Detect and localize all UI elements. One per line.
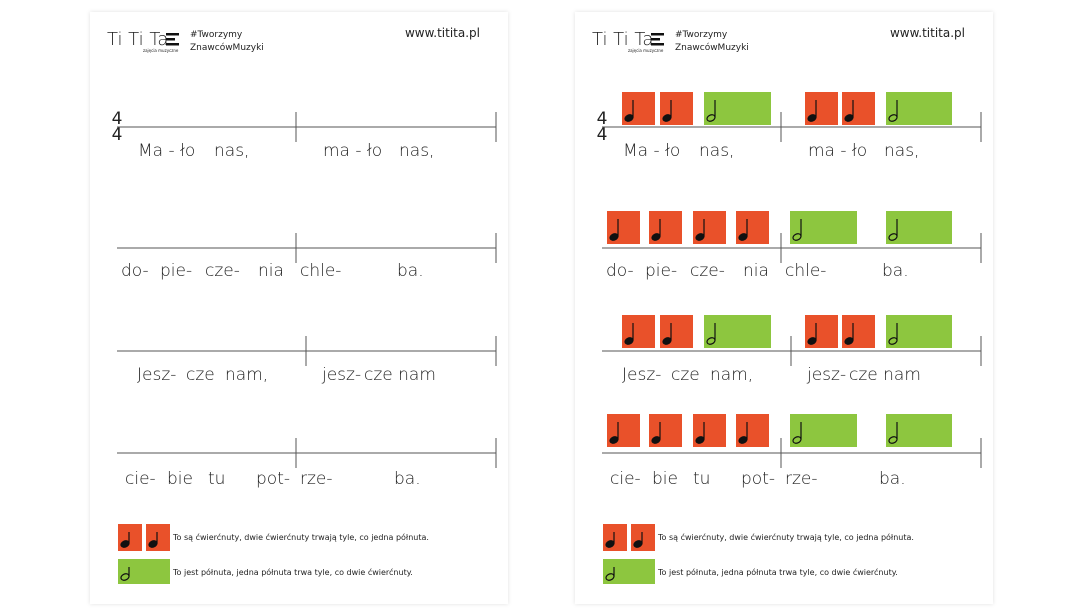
- brand: Ti Ti Ta: [592, 29, 653, 50]
- url: www.titita.pl: [890, 26, 965, 40]
- syllable: do-: [121, 261, 149, 281]
- hashtag: #Tworzymy: [190, 30, 243, 40]
- syllable: ma - ło: [808, 141, 867, 161]
- syllable: Ma - ło: [138, 141, 195, 161]
- syllable: nas,: [699, 141, 734, 161]
- syllable: jesz-: [806, 365, 846, 385]
- syllable: cze: [186, 365, 215, 385]
- url: www.titita.pl: [405, 26, 480, 40]
- syllable: ma - ło: [323, 141, 382, 161]
- syllable: Jesz-: [622, 365, 661, 385]
- syllable: rze-: [300, 469, 333, 489]
- page-card: [90, 12, 508, 604]
- time-sig: 4: [597, 125, 608, 145]
- syllable: pot-: [741, 469, 775, 489]
- syllable: cze nam: [364, 365, 436, 385]
- legend-text: To jest półnuta, jedna półnuta trwa tyle…: [657, 567, 898, 577]
- syllable: do-: [606, 261, 634, 281]
- brand-bar: [166, 33, 179, 36]
- brand-sub: zajęcia muzyczne: [628, 48, 664, 53]
- syllable: ba.: [397, 261, 424, 281]
- brand: Ti Ti Ta: [107, 29, 168, 50]
- brand-bar: [166, 43, 179, 46]
- brand-bar: [651, 33, 664, 36]
- syllable: nas,: [399, 141, 434, 161]
- syllable: tu: [208, 469, 225, 489]
- syllable: cie-: [610, 469, 641, 489]
- syllable: jesz-: [321, 365, 361, 385]
- syllable: ba.: [394, 469, 421, 489]
- legend-text: To są ćwierćnuty, dwie ćwierćnuty trwają…: [172, 532, 429, 542]
- brand-sub: zajęcia muzyczne: [143, 48, 179, 53]
- syllable: Ma - ło: [623, 141, 680, 161]
- syllable: cie-: [125, 469, 156, 489]
- syllable: rze-: [785, 469, 818, 489]
- legend-text: To jest półnuta, jedna półnuta trwa tyle…: [172, 567, 413, 577]
- syllable: bie: [652, 469, 678, 489]
- syllable: pot-: [256, 469, 290, 489]
- brand-bar: [651, 43, 664, 46]
- syllable: Jesz-: [137, 365, 176, 385]
- syllable: chle-: [300, 261, 341, 281]
- legend-text: To są ćwierćnuty, dwie ćwierćnuty trwają…: [657, 532, 914, 542]
- syllable: pie-: [160, 261, 192, 281]
- syllable: cze: [671, 365, 700, 385]
- hashtag: ZnawcówMuzyki: [675, 42, 749, 53]
- hashtag: #Tworzymy: [675, 30, 728, 40]
- syllable: pie-: [645, 261, 677, 281]
- brand-bar: [166, 38, 175, 41]
- syllable: nas,: [884, 141, 919, 161]
- syllable: chle-: [785, 261, 826, 281]
- time-sig: 4: [112, 125, 123, 145]
- syllable: nia: [258, 261, 284, 281]
- syllable: cze nam: [849, 365, 921, 385]
- brand-bar: [651, 38, 660, 41]
- hashtag: ZnawcówMuzyki: [190, 42, 264, 53]
- syllable: nas,: [214, 141, 249, 161]
- syllable: ba.: [882, 261, 909, 281]
- syllable: nam,: [225, 365, 268, 385]
- syllable: cze-: [205, 261, 240, 281]
- syllable: tu: [693, 469, 710, 489]
- syllable: ba.: [879, 469, 906, 489]
- syllable: cze-: [690, 261, 725, 281]
- time-sig: 4: [112, 109, 123, 129]
- syllable: nam,: [710, 365, 753, 385]
- syllable: nia: [743, 261, 769, 281]
- time-sig: 4: [597, 109, 608, 129]
- syllable: bie: [167, 469, 193, 489]
